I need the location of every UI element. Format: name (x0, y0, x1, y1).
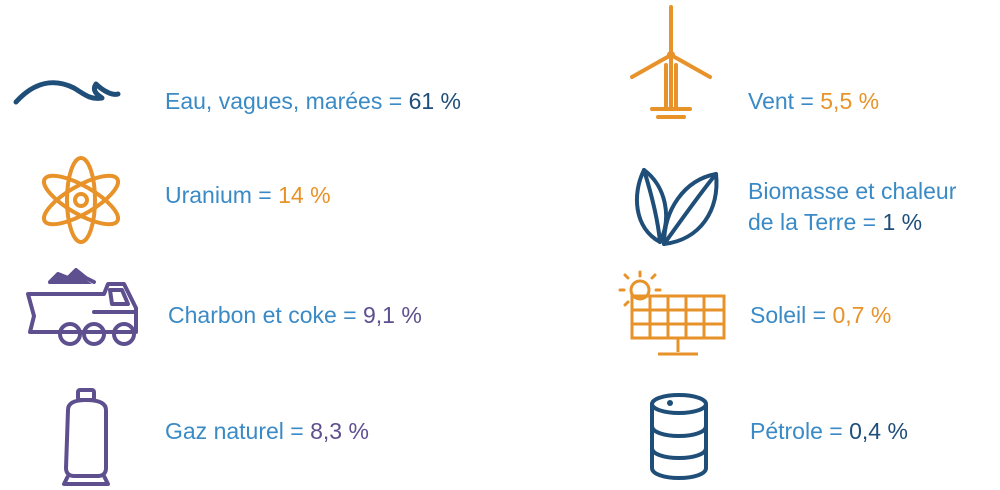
source-label-uranium: Uranium = 14 % (165, 182, 331, 208)
source-value-wind: 5,5 % (820, 88, 880, 114)
atom-icon (41, 156, 121, 244)
source-label-gas: Gaz naturel = 8,3 % (165, 418, 369, 444)
source-value-water: 61 % (408, 88, 461, 114)
source-label-solar: Soleil = 0,7 % (750, 302, 892, 328)
source-label-oil: Pétrole = 0,4 % (750, 418, 908, 444)
wave-icon (13, 80, 121, 105)
source-value-uranium: 14 % (278, 182, 331, 208)
gas-cylinder-icon (62, 388, 110, 486)
source-value-biomass: 1 % (882, 209, 923, 235)
source-value-coal: 9,1 % (362, 302, 422, 328)
source-label-biomass: Biomasse et chaleur de la Terre = 1 % (748, 178, 957, 235)
source-value-gas: 8,3 % (310, 418, 369, 444)
source-label-coal: Charbon et coke = 9,1 % (168, 302, 422, 328)
oil-barrel-icon (650, 393, 708, 480)
wind-turbine-icon (630, 5, 712, 119)
source-value-oil: 0,4 % (849, 418, 908, 444)
dump-truck-icon (26, 268, 138, 346)
source-value-solar: 0,7 % (832, 302, 892, 328)
solar-panel-icon (618, 270, 726, 356)
source-label-wind: Vent = 5,5 % (748, 88, 880, 114)
leaves-icon (634, 168, 719, 246)
source-label-water: Eau, vagues, marées = 61 % (165, 88, 461, 114)
